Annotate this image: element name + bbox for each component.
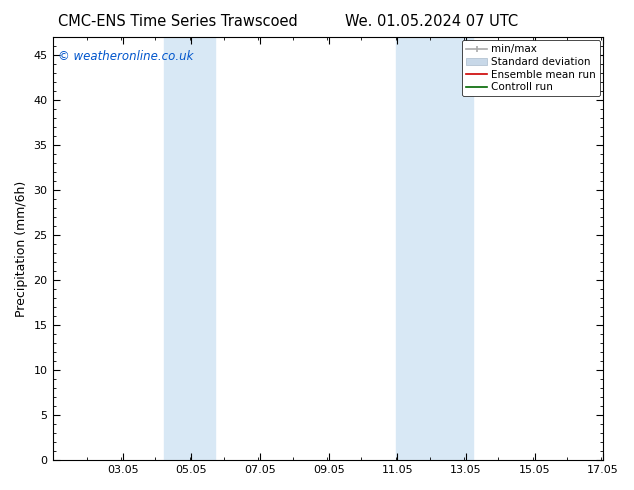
Bar [164, 37, 216, 460]
Text: CMC-ENS Time Series Trawscoed: CMC-ENS Time Series Trawscoed [58, 14, 297, 29]
Text: We. 01.05.2024 07 UTC: We. 01.05.2024 07 UTC [344, 14, 518, 29]
Y-axis label: Precipitation (mm/6h): Precipitation (mm/6h) [15, 180, 28, 317]
Legend: min/max, Standard deviation, Ensemble mean run, Controll run: min/max, Standard deviation, Ensemble me… [462, 40, 600, 97]
Bar [396, 37, 473, 460]
Text: © weatheronline.co.uk: © weatheronline.co.uk [58, 50, 193, 63]
